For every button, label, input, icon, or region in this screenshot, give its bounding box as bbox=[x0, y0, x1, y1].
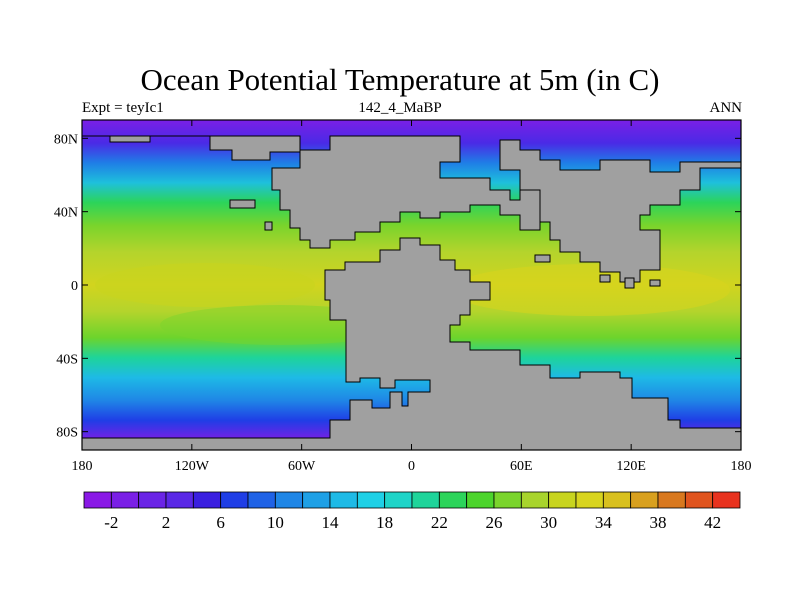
map-title: Ocean Potential Temperature at 5m (in C) bbox=[140, 62, 660, 97]
land-island-6 bbox=[534, 254, 551, 263]
colorbar-label: 18 bbox=[376, 513, 393, 532]
land-island-1 bbox=[229, 199, 256, 209]
colorbar-label: 38 bbox=[650, 513, 667, 532]
colorbar-swatch bbox=[520, 491, 550, 509]
x-tick-label: 120E bbox=[616, 459, 646, 474]
y-tick-label: 80N bbox=[54, 132, 78, 147]
colorbar-swatch bbox=[274, 491, 304, 509]
colorbar-swatch bbox=[138, 491, 167, 509]
colorbar-label: 22 bbox=[431, 513, 448, 532]
colorbar-label: -2 bbox=[104, 513, 118, 532]
colorbar-label: 42 bbox=[704, 513, 721, 532]
map-axes: 80N 40N 0 40S 80S 180 120W 60W 0 60E 120E 180 bbox=[54, 120, 752, 474]
colorbar-swatch bbox=[493, 491, 522, 509]
land-masks bbox=[82, 135, 741, 450]
colorbar-swatch bbox=[602, 491, 632, 509]
colorbar-swatch bbox=[548, 491, 577, 509]
colorbar-label: 34 bbox=[595, 513, 613, 532]
land-island-2 bbox=[264, 221, 273, 231]
colorbar-swatch bbox=[384, 491, 413, 509]
colorbar-swatch bbox=[630, 491, 659, 509]
colorbar-swatch bbox=[575, 491, 604, 509]
colorbar-label: 30 bbox=[540, 513, 557, 532]
colorbar-swatch bbox=[712, 491, 741, 509]
x-tick-label: 180 bbox=[72, 459, 93, 474]
colorbar-swatch bbox=[329, 491, 358, 509]
land-island-5 bbox=[649, 279, 661, 287]
y-tick-label: 0 bbox=[71, 279, 78, 294]
season-label: ANN bbox=[709, 100, 743, 116]
colorbar-swatch bbox=[192, 491, 222, 509]
colorbar-swatch bbox=[83, 491, 112, 509]
y-tick-label: 40S bbox=[56, 352, 78, 367]
colorbar-label: 26 bbox=[486, 513, 503, 532]
x-tick-label: 60W bbox=[288, 459, 316, 474]
land-arctic-west bbox=[82, 135, 301, 161]
y-tick-label: 80S bbox=[56, 426, 78, 441]
land-gondwana bbox=[82, 237, 741, 450]
colorbar-label: 10 bbox=[267, 513, 284, 532]
x-tick-label: 60E bbox=[510, 459, 533, 474]
land-asia bbox=[499, 139, 741, 283]
colorbar-swatch bbox=[466, 491, 495, 509]
colorbar-label: 2 bbox=[162, 513, 171, 532]
colorbar-swatch bbox=[411, 491, 440, 509]
period-label: 142_4_MaBP bbox=[358, 100, 442, 116]
colorbar-swatch bbox=[684, 491, 714, 509]
colorbar-swatch bbox=[247, 491, 276, 509]
colorbar-swatch bbox=[438, 491, 468, 509]
y-tick-label: 40N bbox=[54, 206, 78, 221]
colorbar-swatch bbox=[165, 491, 194, 509]
experiment-label: Expt = teyIc1 bbox=[82, 100, 164, 116]
colorbar: -2 2 6 10 14 18 22 26 30 34 38 42 bbox=[83, 491, 741, 532]
colorbar-swatch bbox=[302, 491, 331, 509]
colorbar-label: 14 bbox=[322, 513, 340, 532]
map-area bbox=[82, 120, 741, 450]
x-tick-label: 0 bbox=[408, 459, 415, 474]
colorbar-swatch bbox=[220, 491, 249, 509]
land-island-4 bbox=[624, 277, 635, 289]
x-tick-label: 180 bbox=[731, 459, 752, 474]
warm-pool-west bbox=[95, 263, 315, 307]
land-north-west bbox=[271, 135, 561, 249]
colorbar-swatch bbox=[110, 491, 140, 509]
colorbar-swatch bbox=[356, 491, 386, 509]
colorbar-label: 6 bbox=[216, 513, 225, 532]
x-tick-label: 120W bbox=[175, 459, 210, 474]
land-island-3 bbox=[599, 274, 611, 283]
warm-pool-east bbox=[450, 264, 730, 316]
colorbar-swatch bbox=[657, 491, 686, 509]
